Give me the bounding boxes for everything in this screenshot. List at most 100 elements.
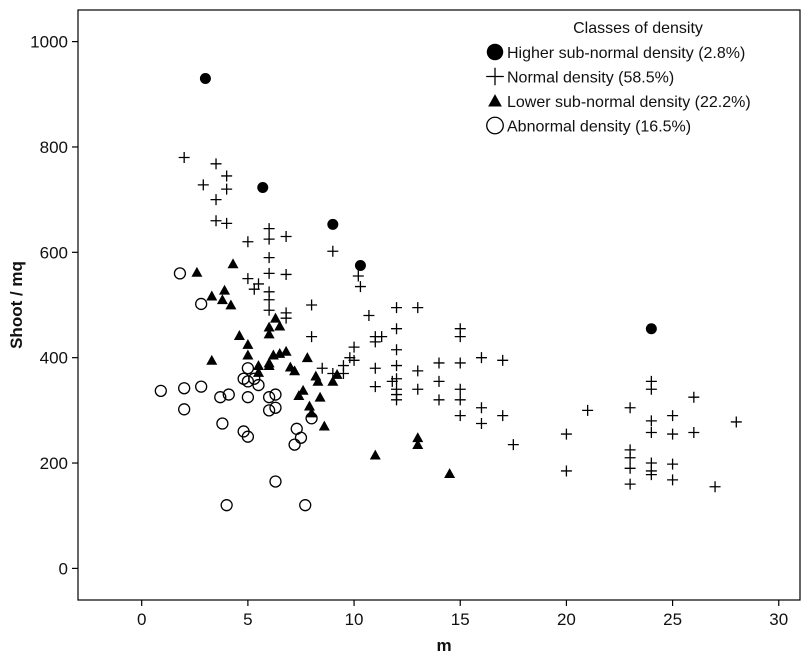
point-higher-subnormal: [257, 182, 269, 194]
point-normal: [412, 365, 424, 377]
point-higher-subnormal: [354, 259, 366, 271]
point-lower-subnormal: [206, 354, 218, 365]
point-normal: [709, 481, 721, 493]
point-normal: [475, 402, 487, 414]
y-axis-title: Shoot / mq: [7, 261, 26, 349]
point-normal: [433, 394, 445, 406]
x-tick-label: 10: [345, 610, 364, 629]
point-normal: [221, 170, 233, 182]
point-lower-subnormal: [280, 345, 292, 356]
point-lower-subnormal: [303, 400, 315, 411]
plot-area: [77, 9, 801, 601]
point-abnormal: [269, 475, 282, 488]
point-lower-subnormal: [274, 320, 286, 331]
point-lower-subnormal: [242, 349, 254, 360]
point-normal: [210, 158, 222, 170]
point-normal: [242, 236, 254, 248]
legend-entry-label: Abnormal density (16.5%): [507, 119, 691, 136]
point-normal: [645, 426, 657, 438]
point-normal: [352, 270, 364, 282]
point-normal: [454, 410, 466, 422]
x-tick-label: 30: [769, 610, 788, 629]
point-normal: [242, 273, 254, 285]
point-lower-subnormal: [253, 360, 264, 370]
point-abnormal: [305, 412, 318, 425]
point-normal: [280, 231, 292, 243]
point-lower-subnormal: [297, 384, 309, 395]
point-higher-subnormal: [486, 43, 504, 61]
point-abnormal: [269, 388, 282, 401]
y-axis: 0 200 400 600 800 1000: [30, 33, 78, 578]
point-normal: [667, 458, 679, 470]
point-normal: [560, 428, 572, 440]
point-lower-subnormal: [227, 258, 239, 269]
point-normal: [412, 302, 424, 314]
point-normal: [348, 341, 360, 353]
point-abnormal: [214, 391, 227, 404]
point-normal: [497, 410, 509, 422]
point-normal: [391, 344, 403, 356]
point-lower-subnormal: [312, 375, 324, 386]
point-normal: [645, 415, 657, 427]
point-normal: [280, 312, 292, 324]
point-normal: [475, 352, 487, 364]
point-normal: [624, 402, 636, 414]
point-normal: [197, 179, 209, 191]
point-normal: [667, 474, 679, 486]
x-tick-label: 25: [663, 610, 682, 629]
point-lower-subnormal: [293, 390, 305, 401]
point-lower-subnormal: [289, 365, 301, 376]
point-abnormal: [486, 116, 504, 135]
point-lower-subnormal: [314, 391, 326, 402]
point-normal: [263, 304, 275, 316]
point-abnormal: [195, 297, 208, 311]
point-abnormal: [241, 430, 255, 443]
point-normal: [263, 252, 275, 264]
point-lower-subnormal: [412, 439, 424, 449]
point-normal: [263, 267, 275, 279]
point-normal: [363, 310, 375, 322]
point-normal: [354, 281, 366, 293]
data-points: [154, 72, 742, 512]
point-normal: [507, 439, 519, 451]
point-normal: [306, 299, 318, 311]
legend: Classes of density Higher sub-normal den…: [486, 20, 751, 136]
point-lower-subnormal: [219, 284, 231, 295]
point-normal: [178, 152, 190, 163]
x-tick-label: 20: [557, 610, 576, 629]
point-normal: [263, 233, 275, 245]
point-normal: [369, 362, 381, 374]
point-abnormal: [262, 391, 276, 404]
point-normal: [221, 217, 233, 229]
point-lower-subnormal: [269, 312, 281, 323]
point-normal: [454, 394, 466, 406]
point-normal: [582, 404, 594, 416]
point-normal: [688, 391, 700, 403]
point-abnormal: [241, 375, 255, 388]
point-lower-subnormal: [263, 321, 275, 332]
point-abnormal: [288, 438, 301, 451]
point-abnormal: [178, 403, 191, 416]
point-abnormal: [178, 382, 191, 395]
x-axis-title: m: [436, 636, 451, 655]
point-lower-subnormal: [263, 360, 275, 370]
point-normal: [280, 268, 292, 280]
point-normal: [560, 465, 572, 477]
point-normal: [263, 294, 275, 306]
point-abnormal: [252, 378, 265, 392]
point-abnormal: [173, 267, 187, 280]
point-normal: [348, 354, 360, 366]
point-abnormal: [248, 372, 261, 385]
point-normal: [391, 394, 403, 406]
y-tick-label: 1000: [30, 33, 68, 52]
point-normal: [391, 373, 403, 385]
point-normal: [624, 462, 636, 474]
point-normal: [454, 357, 466, 369]
point-normal: [306, 331, 318, 343]
point-normal: [624, 478, 636, 490]
point-normal: [221, 183, 233, 195]
point-normal: [391, 302, 403, 314]
point-normal: [369, 336, 381, 348]
point-lower-subnormal: [301, 352, 313, 363]
